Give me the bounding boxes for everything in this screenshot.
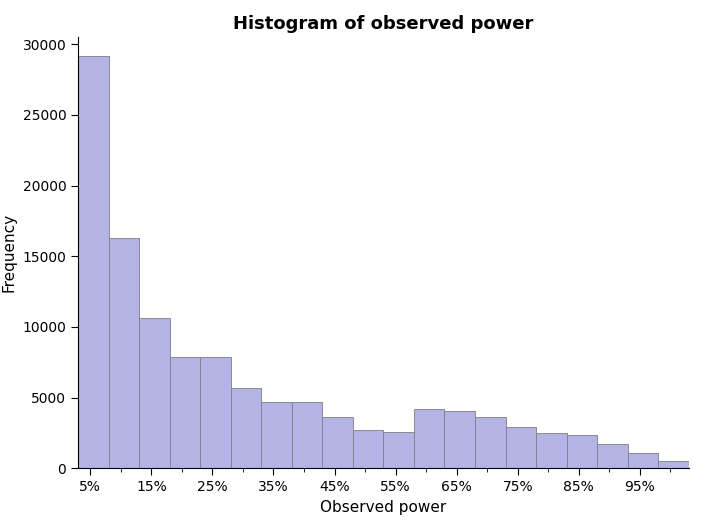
Title: Histogram of observed power: Histogram of observed power (233, 15, 534, 33)
Bar (109, 238, 139, 468)
Bar (200, 358, 231, 468)
Bar (475, 417, 506, 468)
Bar (383, 432, 414, 468)
Bar (536, 433, 567, 468)
Bar (170, 358, 200, 468)
X-axis label: Observed power: Observed power (320, 500, 447, 514)
Y-axis label: Frequency: Frequency (2, 213, 17, 292)
Bar (444, 411, 475, 468)
Bar (597, 444, 628, 468)
Bar (414, 409, 444, 468)
Bar (322, 417, 353, 468)
Bar (292, 402, 322, 468)
Bar (231, 388, 261, 468)
Bar (567, 435, 597, 468)
Bar (261, 402, 292, 468)
Bar (139, 318, 170, 468)
Bar (506, 427, 536, 468)
Bar (78, 56, 109, 468)
Bar (353, 430, 383, 468)
Bar (658, 461, 689, 468)
Bar (628, 453, 658, 468)
